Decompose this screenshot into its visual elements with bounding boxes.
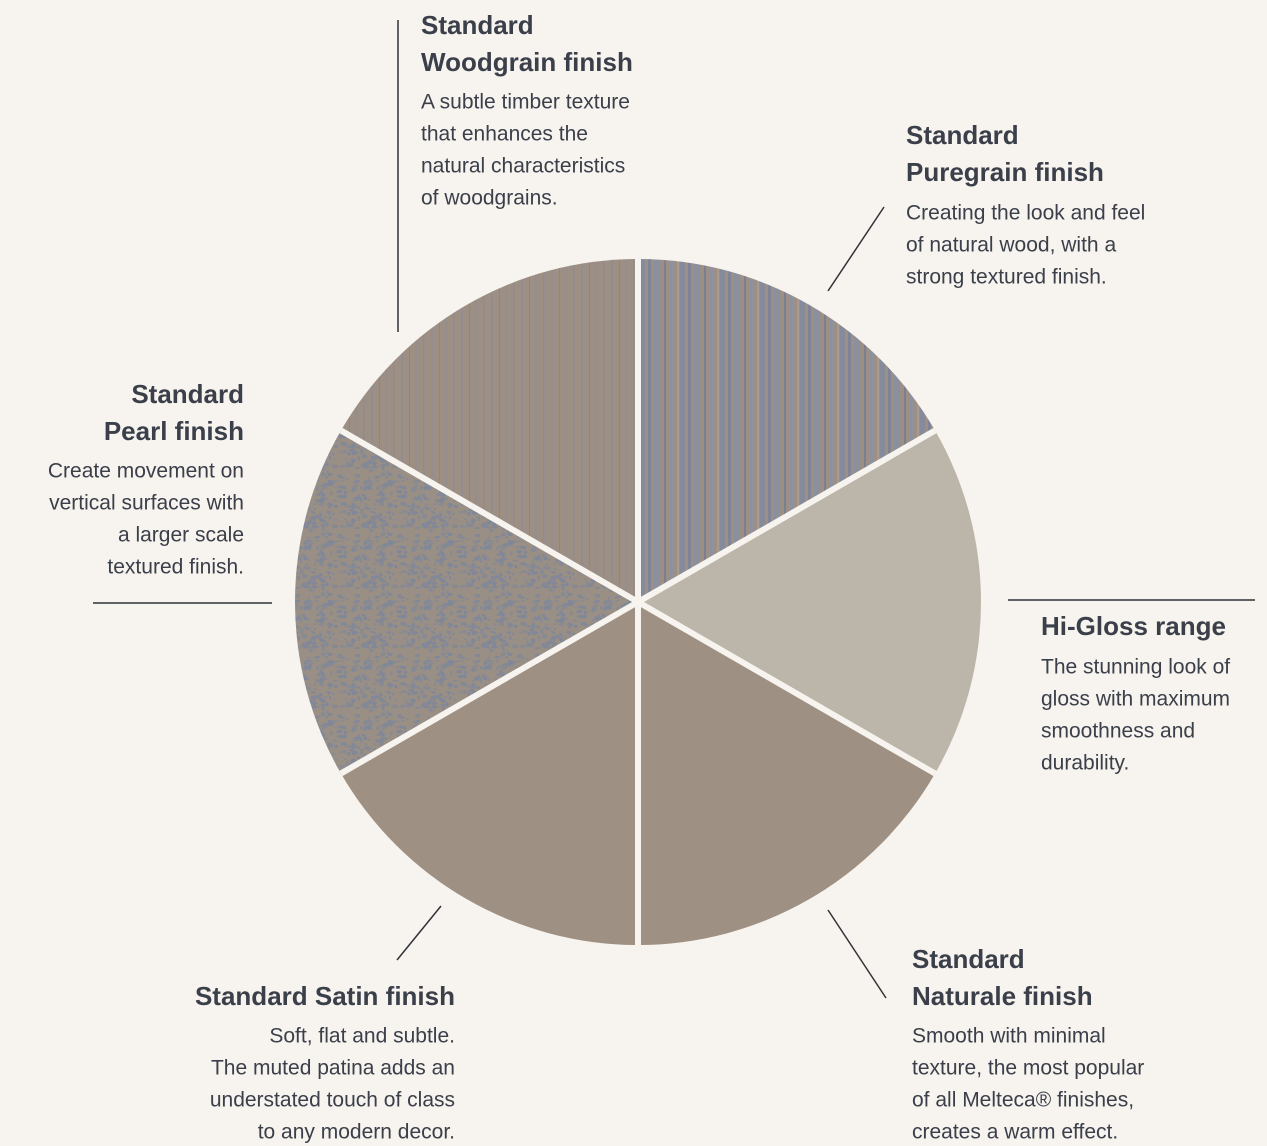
finish-label: Standard Naturale finish Smooth with minim… — [828, 910, 1144, 1144]
finish-description: The muted patina adds an — [211, 1057, 455, 1080]
finish-title: Hi-Gloss range — [1041, 611, 1226, 641]
finish-title: Standard — [906, 120, 1019, 150]
leader-line — [828, 207, 884, 291]
finish-title: Standard — [421, 10, 534, 40]
leader-line — [828, 910, 886, 998]
finish-title: Pearl finish — [104, 416, 244, 446]
finish-title: Standard — [131, 379, 244, 409]
finish-title: Puregrain finish — [906, 157, 1104, 187]
finish-description: The stunning look of — [1041, 656, 1230, 679]
finish-description: Smooth with minimal — [912, 1025, 1106, 1048]
finish-description: gloss with maximum — [1041, 688, 1230, 711]
finish-wheel — [295, 259, 981, 945]
finishes-diagram: Standard Woodgrain finish A subtle timber … — [0, 0, 1267, 1146]
finish-description: texture, the most popular — [912, 1057, 1144, 1080]
finish-description: that enhances the — [421, 123, 588, 146]
finish-description: strong textured finish. — [906, 266, 1107, 289]
finish-description: of natural wood, with a — [906, 234, 1116, 257]
finish-label: Standard Pearl finish Create movement on ve… — [48, 379, 272, 603]
finish-title: Standard — [912, 944, 1025, 974]
finish-description: vertical surfaces with — [49, 492, 244, 515]
finish-description: smoothness and — [1041, 720, 1195, 743]
finish-label: Standard Puregrain finish Creating the loo… — [828, 120, 1145, 291]
finish-description: to any modern decor. — [258, 1121, 455, 1144]
finish-description: a larger scale — [118, 524, 244, 547]
finish-label: Hi-Gloss range The stunning look of gloss … — [1008, 600, 1255, 775]
finish-title: Standard Satin finish — [195, 981, 455, 1011]
finish-description: creates a warm effect. — [912, 1121, 1118, 1144]
finish-description: Soft, flat and subtle. — [269, 1025, 455, 1048]
leader-line — [397, 906, 441, 960]
finish-description: Create movement on — [48, 460, 244, 483]
finish-description: textured finish. — [107, 556, 244, 579]
finish-description: durability. — [1041, 752, 1129, 775]
finish-description: understated touch of class — [210, 1089, 455, 1112]
finish-description: Creating the look and feel — [906, 202, 1145, 225]
finish-label: Standard Satin finish Soft, flat and subt… — [195, 906, 455, 1144]
finish-title: Woodgrain finish — [421, 47, 633, 77]
finish-description: A subtle timber texture — [421, 91, 630, 114]
finish-description: of woodgrains. — [421, 187, 558, 210]
page: {"items": [ {"title": ["Standard", "Wood… — [0, 0, 1267, 1146]
finish-title: Naturale finish — [912, 981, 1093, 1011]
finish-description: of all Melteca® finishes, — [912, 1089, 1134, 1112]
finish-description: natural characteristics — [421, 155, 625, 178]
